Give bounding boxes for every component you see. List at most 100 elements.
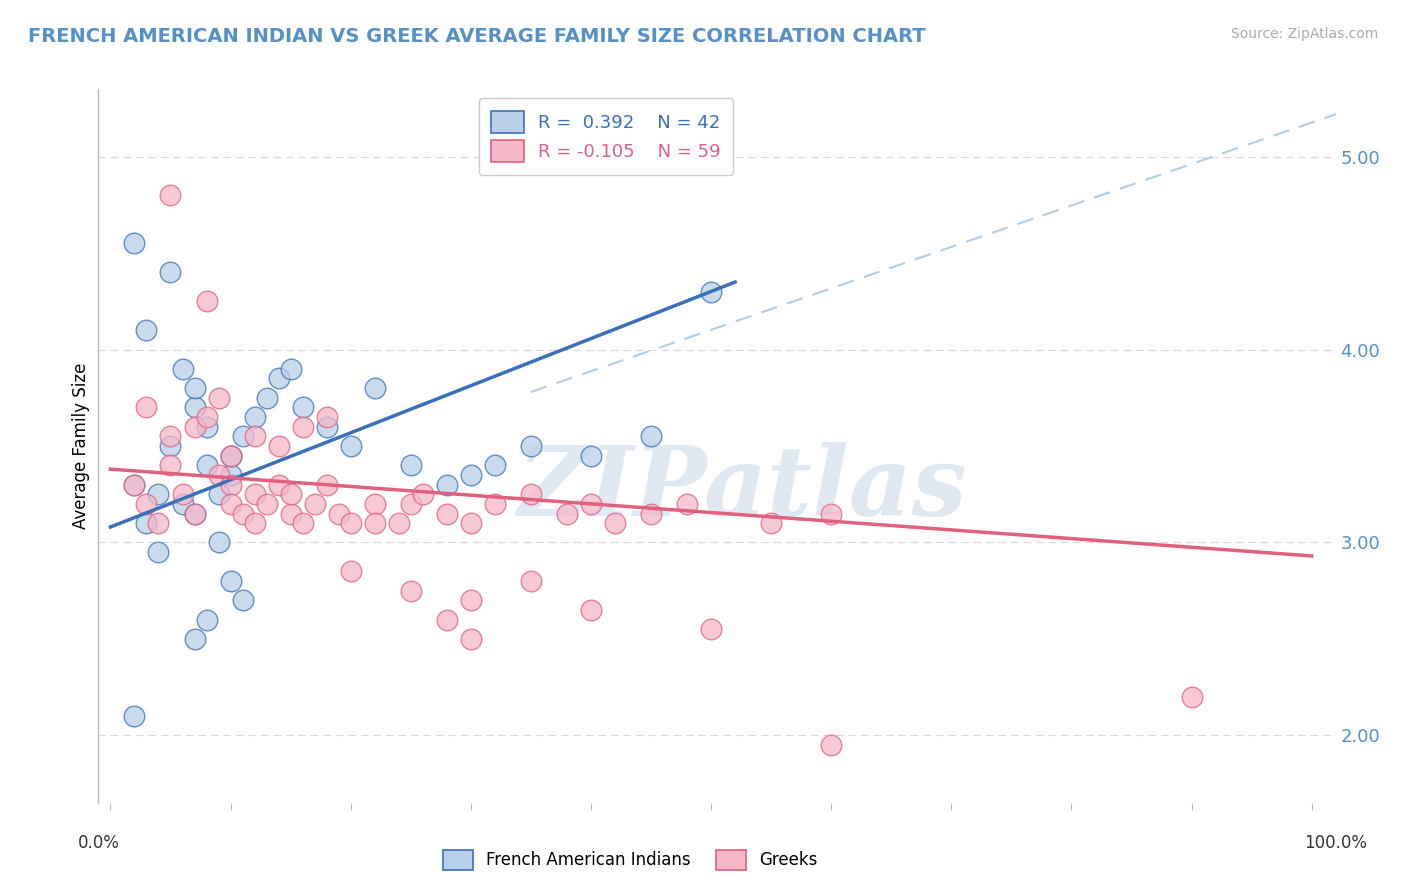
Point <box>219 497 242 511</box>
Point <box>700 622 723 636</box>
Point <box>436 507 458 521</box>
Y-axis label: Average Family Size: Average Family Size <box>72 363 90 529</box>
Point <box>388 516 411 530</box>
Point <box>172 497 194 511</box>
Point <box>520 487 543 501</box>
Point <box>700 285 723 299</box>
Point <box>243 429 266 443</box>
Point <box>412 487 434 501</box>
Point <box>579 449 602 463</box>
Point <box>256 497 278 511</box>
Point <box>183 381 205 395</box>
Point <box>339 439 361 453</box>
Point <box>364 516 387 530</box>
Point <box>148 545 170 559</box>
Text: ZIPatlas: ZIPatlas <box>517 442 966 536</box>
Point <box>399 497 422 511</box>
Point <box>183 401 205 415</box>
Point <box>339 516 361 530</box>
Point <box>243 516 266 530</box>
Point <box>124 236 146 251</box>
Point <box>399 458 422 473</box>
Point <box>460 467 482 482</box>
Point <box>291 516 314 530</box>
Point <box>183 507 205 521</box>
Point <box>1180 690 1202 704</box>
Point <box>135 516 157 530</box>
Point <box>183 632 205 646</box>
Point <box>124 709 146 723</box>
Point <box>603 516 626 530</box>
Point <box>820 738 842 752</box>
Point <box>640 507 662 521</box>
Point <box>267 477 290 491</box>
Point <box>579 603 602 617</box>
Point <box>135 401 157 415</box>
Point <box>219 477 242 491</box>
Point <box>676 497 699 511</box>
Point <box>195 613 218 627</box>
Point <box>304 497 326 511</box>
Point <box>159 429 181 443</box>
Point <box>135 497 157 511</box>
Point <box>484 458 506 473</box>
Point <box>232 429 254 443</box>
Point <box>520 439 543 453</box>
Point <box>579 497 602 511</box>
Point <box>460 593 482 607</box>
Point <box>267 439 290 453</box>
Point <box>364 497 387 511</box>
Point <box>195 410 218 425</box>
Point <box>484 497 506 511</box>
Point <box>315 419 337 434</box>
Point <box>399 583 422 598</box>
Point <box>315 477 337 491</box>
Point <box>219 449 242 463</box>
Point <box>640 429 662 443</box>
Point <box>520 574 543 588</box>
Point <box>219 449 242 463</box>
Point <box>195 458 218 473</box>
Point <box>159 458 181 473</box>
Point <box>207 467 229 482</box>
Point <box>124 477 146 491</box>
Point <box>159 439 181 453</box>
Point <box>135 323 157 337</box>
Point <box>148 487 170 501</box>
Point <box>207 535 229 549</box>
Point <box>219 467 242 482</box>
Legend: French American Indians, Greeks: French American Indians, Greeks <box>433 839 828 880</box>
Point <box>280 362 302 376</box>
Point <box>159 188 181 202</box>
Point <box>159 265 181 279</box>
Point <box>148 516 170 530</box>
Point <box>328 507 350 521</box>
Point <box>232 593 254 607</box>
Point <box>436 477 458 491</box>
Point <box>232 507 254 521</box>
Point <box>219 574 242 588</box>
Point <box>195 294 218 309</box>
Point <box>280 507 302 521</box>
Point <box>436 613 458 627</box>
Point <box>460 632 482 646</box>
Point <box>243 487 266 501</box>
Point <box>172 487 194 501</box>
Point <box>759 516 782 530</box>
Point <box>291 401 314 415</box>
Point <box>172 362 194 376</box>
Point <box>207 391 229 405</box>
Point <box>280 487 302 501</box>
Point <box>183 419 205 434</box>
Point <box>267 371 290 385</box>
Point <box>291 419 314 434</box>
Text: FRENCH AMERICAN INDIAN VS GREEK AVERAGE FAMILY SIZE CORRELATION CHART: FRENCH AMERICAN INDIAN VS GREEK AVERAGE … <box>28 27 925 45</box>
Point <box>315 410 337 425</box>
Text: Source: ZipAtlas.com: Source: ZipAtlas.com <box>1230 27 1378 41</box>
Point <box>195 419 218 434</box>
Point <box>364 381 387 395</box>
Point <box>820 507 842 521</box>
Point <box>256 391 278 405</box>
Point <box>339 565 361 579</box>
Point <box>460 516 482 530</box>
